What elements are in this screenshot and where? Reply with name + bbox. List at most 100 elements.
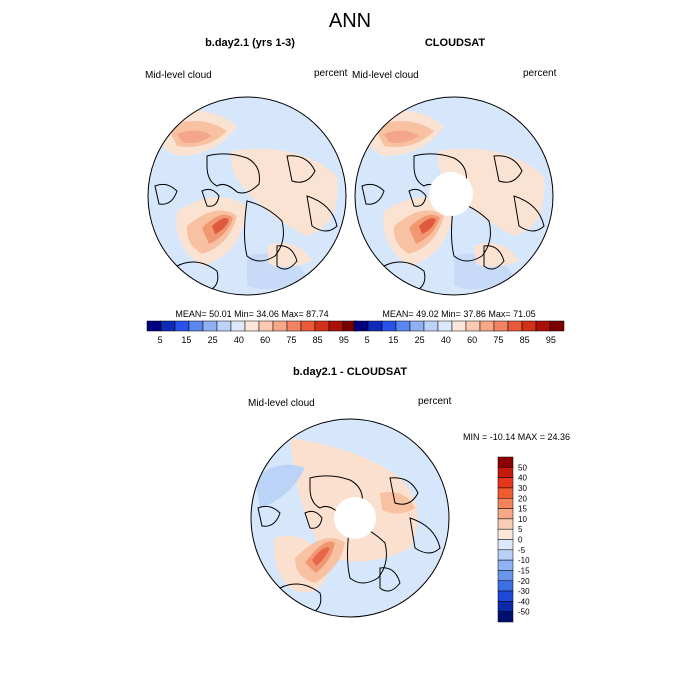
coastline [379, 567, 401, 592]
colorbar-tick-label: 85 [520, 335, 530, 345]
colorbar-diff-tick-label: 40 [518, 474, 527, 483]
coastline [257, 505, 281, 527]
diff-left-label: Mid-level cloud [248, 398, 315, 409]
polar-map-model [147, 96, 347, 296]
colorbar-cell [174, 320, 190, 332]
colorbar-abs-model: 5 15 25 40 60 75 85 95 [146, 320, 358, 345]
coastline [206, 153, 260, 194]
coastline [361, 183, 385, 205]
panel-title-obs: CLOUDSAT [424, 37, 486, 49]
field-region [474, 243, 519, 267]
coastline [347, 522, 387, 584]
colorbar-cell [286, 320, 302, 332]
colorbar-cell [230, 320, 246, 332]
colorbar-tick-label: 15 [181, 335, 191, 345]
coastline [493, 155, 523, 183]
colorbar-tick-label: 40 [441, 335, 451, 345]
coastline [154, 183, 178, 205]
colorbar-diff-tick-label: 20 [518, 494, 527, 503]
colorbar-tick-label: 40 [234, 335, 244, 345]
colorbar-cell [507, 320, 523, 332]
colorbar-tick-label: 5 [158, 335, 163, 345]
colorbar-tick-label: 95 [546, 335, 556, 345]
colorbar-abs-obs: 5 15 25 40 60 75 85 95 [353, 320, 565, 345]
colorbar-cell [244, 320, 260, 332]
panel-left-label-obs: Mid-level cloud [352, 70, 419, 81]
colorbar-diff-cell [497, 467, 514, 478]
map-field [148, 97, 346, 295]
colorbar-cell [202, 320, 218, 332]
colorbar-diff-cell [497, 487, 514, 499]
colorbar-tick-label: 75 [286, 335, 296, 345]
colorbar-cell [465, 320, 481, 332]
colorbar-tick-label: 25 [415, 335, 425, 345]
colorbar-diff-cell [497, 456, 514, 468]
diff-panel-title: b.day2.1 - CLOUDSAT [292, 366, 408, 378]
panel-right-label-model: percent [314, 68, 348, 79]
field-region [312, 547, 330, 566]
map-boundary [147, 96, 347, 296]
main-title: ANN [328, 10, 372, 32]
diff-right-label: percent [418, 396, 452, 407]
coastline [201, 188, 220, 207]
coastline [513, 195, 545, 232]
coastline [286, 155, 316, 183]
colorbar-diff-tick-label: 50 [518, 463, 527, 472]
field-region [384, 130, 419, 144]
colorbar-cell [395, 320, 411, 332]
field-region [255, 464, 305, 508]
colorbar-tick-label: 5 [365, 335, 370, 345]
colorbar-diff-cell [497, 580, 514, 592]
colorbar-cell [549, 320, 565, 332]
colorbar-diff-cell [497, 518, 514, 530]
colorbar-tick-label: 25 [208, 335, 218, 345]
colorbar-cell [535, 320, 551, 332]
coastline [451, 200, 491, 262]
colorbar-diff-cell [497, 498, 514, 509]
colorbar-diff-tick-label: -20 [518, 577, 530, 586]
colorbar-cell [479, 320, 495, 332]
colorbar-diff-tick-label: 10 [518, 515, 527, 524]
map-field [355, 97, 553, 295]
colorbar-diff-tick-label: -50 [518, 608, 530, 617]
colorbar-diff-cell [497, 477, 514, 489]
stats-obs: MEAN= 49.02 Min= 37.86 Max= 71.05 [382, 309, 536, 319]
colorbar-tick-label: 15 [388, 335, 398, 345]
colorbar-tick-label: 60 [260, 335, 270, 345]
colorbar-diff-tick-label: 0 [518, 536, 523, 545]
colorbar-cell [216, 320, 232, 332]
colorbar-diff-cell [497, 528, 514, 540]
colorbar-diff-cell [497, 559, 514, 571]
field-region [380, 492, 415, 514]
colorbar-cell [146, 320, 162, 332]
pole-gap [429, 172, 473, 216]
colorbar-diff-tick-label: 30 [518, 484, 527, 493]
colorbar-cell [423, 320, 439, 332]
colorbar-tick-label: 75 [493, 335, 503, 345]
colorbar-cell [493, 320, 509, 332]
colorbar-cell [314, 320, 330, 332]
panel-right-label-obs: percent [523, 68, 557, 79]
colorbar-diff-cell [497, 611, 514, 623]
coastline [244, 200, 284, 262]
colorbar-tick-label: 85 [313, 335, 323, 345]
colorbar-diff-cell [497, 539, 514, 551]
colorbar-tick-label: 60 [467, 335, 477, 345]
colorbar-cell [160, 320, 176, 332]
field-region [230, 148, 338, 236]
field-region [177, 130, 212, 144]
colorbar-diff-cell [497, 570, 514, 581]
polar-map-diff [250, 418, 450, 618]
colorbar-cell [272, 320, 288, 332]
polar-map-obs [354, 96, 554, 296]
coastline [304, 510, 323, 529]
map-boundary [250, 418, 450, 618]
colorbar-cell [188, 320, 204, 332]
field-region [212, 218, 229, 234]
stats-model: MEAN= 50.01 Min= 34.06 Max= 87.74 [175, 309, 329, 319]
map-field [251, 419, 449, 617]
pole-gap [334, 497, 376, 539]
colorbar-tick-label: 95 [339, 335, 349, 345]
coastline [483, 245, 505, 270]
coastline [276, 245, 298, 270]
